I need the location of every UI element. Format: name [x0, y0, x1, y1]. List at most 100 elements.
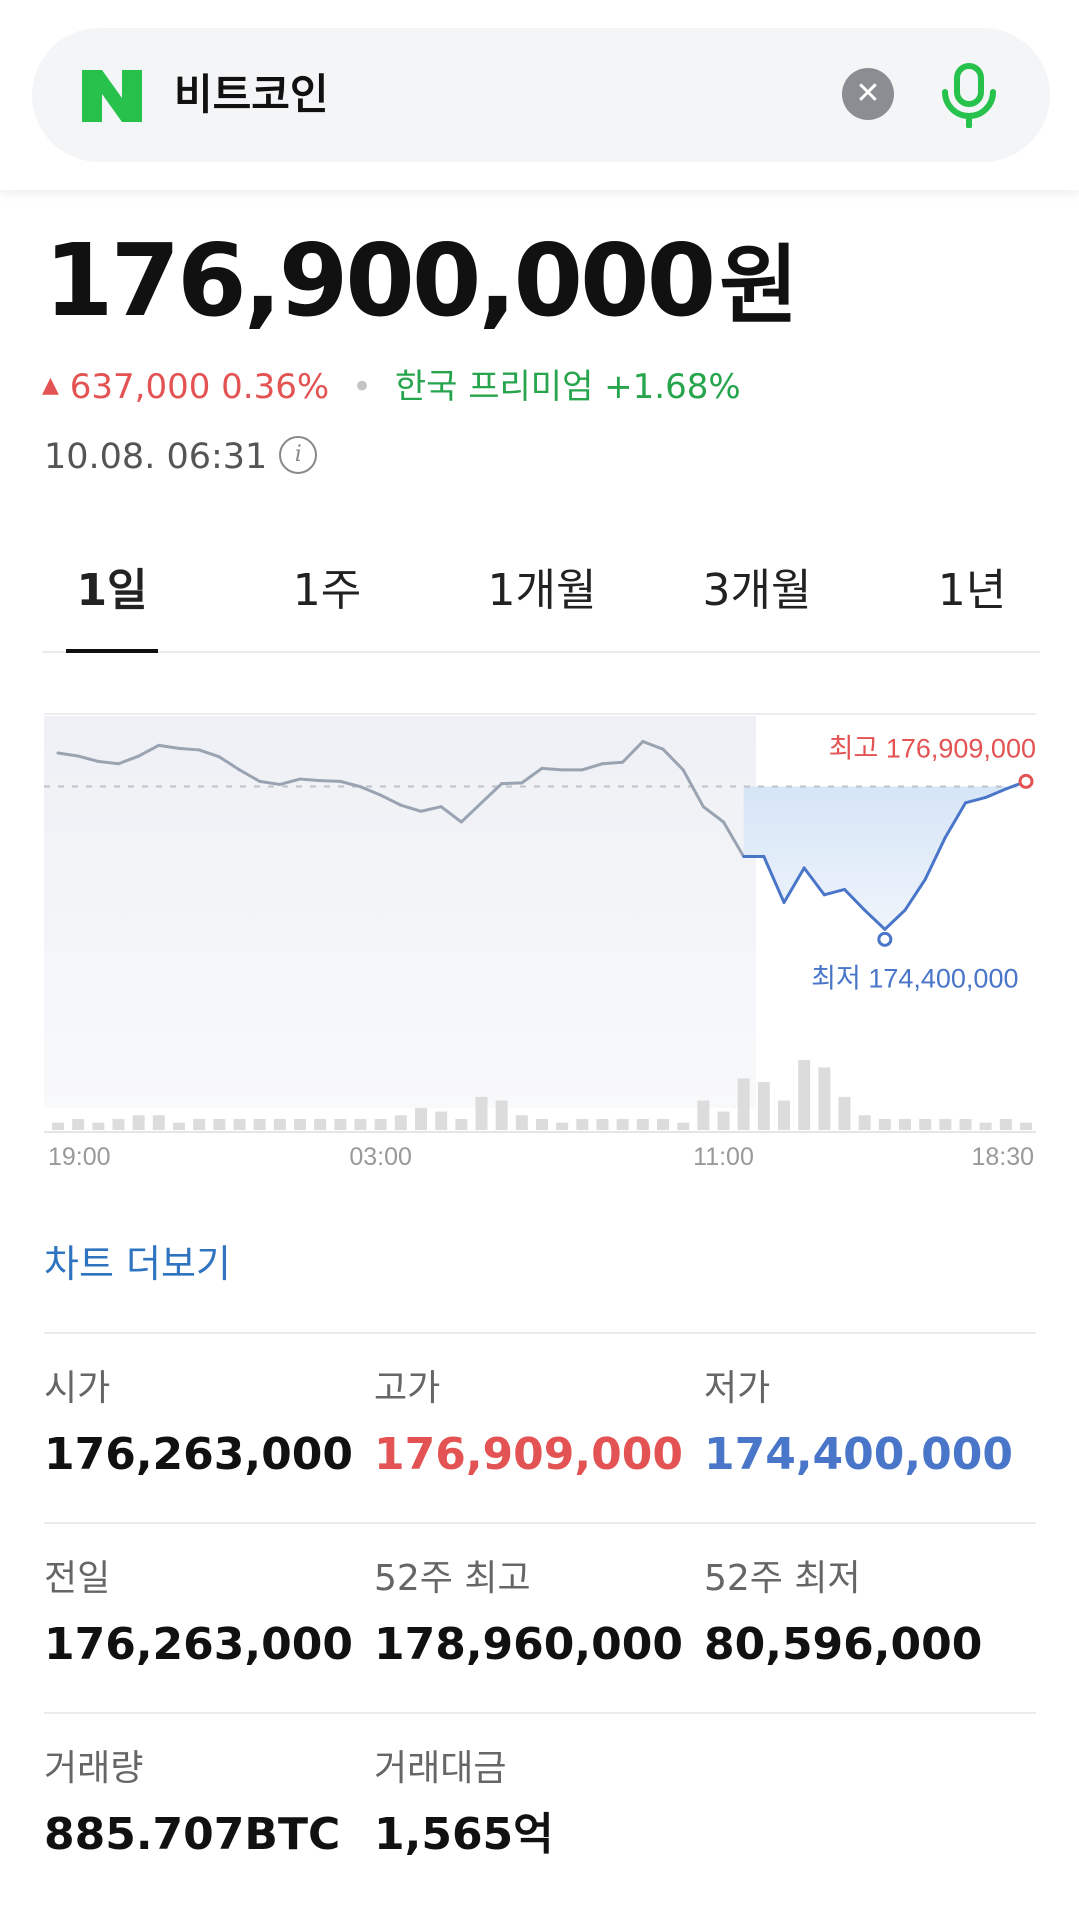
volume-bar: [999, 1118, 1012, 1130]
price-line-segment: [137, 743, 161, 758]
stat-label: 거래량: [44, 1748, 144, 1789]
volume-bar: [677, 1122, 690, 1130]
stat-label: 고가: [374, 1368, 441, 1409]
search-query[interactable]: 비트코인: [174, 70, 329, 119]
timestamp-row: 10.08. 06:31 i: [44, 432, 318, 482]
price-chart[interactable]: 최고 176,909,000 최저 174,400,000 19:00 03:00…: [0, 700, 1079, 1180]
tab-1week[interactable]: 1주: [292, 565, 362, 616]
price-line-segment: [379, 793, 403, 807]
price-line-segment: [459, 801, 483, 824]
below-reference-area: [743, 786, 1026, 930]
stat-value: 176,909,000: [374, 1429, 683, 1480]
price-line-segment: [621, 740, 645, 764]
info-icon[interactable]: i: [279, 436, 318, 474]
volume-bar: [778, 1100, 790, 1130]
price-line-segment: [964, 795, 988, 805]
stat-value: 1,565억: [374, 1809, 554, 1860]
tab-1month[interactable]: 1개월: [487, 565, 597, 616]
microphone-icon[interactable]: [937, 62, 1001, 128]
stat-label: 저가: [704, 1368, 771, 1409]
price-line-segment: [843, 887, 867, 912]
price-line-segment: [661, 747, 685, 772]
price-line-segment: [419, 805, 443, 813]
stat-label: 52주 최저: [704, 1558, 861, 1599]
search-header: 비트코인 ✕: [0, 0, 1079, 190]
price-line-segment: [863, 908, 887, 931]
volume-bar: [919, 1118, 932, 1130]
x-tick-label: 18:30: [971, 1143, 1034, 1171]
search-bar[interactable]: 비트코인 ✕: [32, 28, 1050, 162]
period-tabs: 1일 1주 1개월 3개월 1년: [42, 555, 1040, 653]
tab-1day[interactable]: 1일: [42, 555, 182, 653]
volume-bar: [455, 1118, 468, 1130]
volume-bar: [697, 1100, 710, 1130]
volume-bar: [415, 1107, 427, 1130]
volume-bar: [72, 1118, 85, 1130]
volume-bar: [818, 1067, 831, 1130]
price-line-segment: [217, 755, 241, 772]
tab-3months[interactable]: 3개월: [702, 565, 812, 616]
price-line-segment: [903, 878, 927, 912]
stat-value: 176,263,000: [44, 1619, 353, 1670]
x-tick-label: 03:00: [349, 1143, 412, 1171]
stat-value: 885.707BTC: [44, 1809, 341, 1860]
volume-bar: [495, 1100, 508, 1130]
stats-row: 전일 176,263,000 52주 최고 178,960,000 52주 최저…: [44, 1522, 1036, 1712]
stat-open: 시가 176,263,000: [44, 1364, 353, 1486]
volume-bar: [374, 1118, 387, 1130]
price-line-segment: [722, 820, 746, 858]
chart-overnight-shade: [44, 716, 756, 1108]
price-line-segment: [399, 803, 423, 813]
volume-bar: [1020, 1122, 1032, 1130]
stat-label: 전일: [44, 1558, 111, 1599]
price-line-segment: [318, 779, 342, 783]
naver-logo-icon[interactable]: [82, 70, 142, 122]
change-row: ▲ 637,000 0.36% • 한국 프리미엄 +1.68%: [42, 362, 741, 414]
price-line-segment: [157, 743, 181, 750]
volume-bar: [435, 1111, 448, 1130]
volume-bar: [253, 1118, 266, 1130]
current-price: 176,900,000원: [44, 222, 798, 345]
price-line-segment: [762, 855, 786, 904]
price-line-segment: [338, 779, 362, 789]
price-line-segment: [641, 740, 665, 751]
volume-bar: [273, 1118, 286, 1130]
price-line-segment: [984, 787, 1008, 799]
price-line-segment: [540, 766, 564, 772]
premium-value: +1.68%: [604, 367, 741, 407]
clear-icon[interactable]: ✕: [842, 68, 894, 120]
volume-bar: [878, 1118, 891, 1130]
volume-bar: [959, 1118, 972, 1130]
volume-bar: [233, 1118, 246, 1130]
volume-bar: [596, 1118, 609, 1130]
volume-bar: [515, 1115, 528, 1130]
volume-bar: [899, 1118, 911, 1130]
volume-bar: [757, 1082, 770, 1130]
price-line-segment: [96, 759, 120, 766]
price-line-segment: [500, 781, 524, 786]
stat-value: 178,960,000: [374, 1619, 683, 1670]
volume-bar: [294, 1118, 306, 1130]
price-line-segment: [278, 777, 302, 786]
low-label: 최저 174,400,000: [811, 963, 1018, 993]
price-line-segment: [56, 751, 80, 758]
price-line-segment: [480, 782, 504, 805]
volume-bar: [475, 1096, 488, 1130]
price-line-segment: [580, 762, 604, 772]
stat-turnover: 거래대금 1,565억: [374, 1744, 554, 1866]
change-percent: 0.36%: [221, 367, 330, 407]
stats-row: 거래량 885.707BTC 거래대금 1,565억: [44, 1712, 1036, 1902]
price-line-segment: [238, 768, 262, 783]
price-line-segment: [439, 805, 463, 824]
stat-52w-high: 52주 최고 178,960,000: [374, 1554, 683, 1676]
volume-bar: [576, 1118, 589, 1130]
change-amount: 637,000: [69, 367, 211, 407]
x-tick-label: 11:00: [693, 1143, 754, 1171]
volume-bar: [556, 1122, 569, 1130]
chart-more-link[interactable]: 차트 더보기: [44, 1242, 231, 1286]
up-triangle-icon: ▲: [42, 372, 59, 398]
volume-bar: [536, 1118, 548, 1130]
tab-1year[interactable]: 1년: [937, 565, 1007, 616]
price-line-segment: [197, 748, 221, 759]
volume-bar: [939, 1118, 952, 1130]
